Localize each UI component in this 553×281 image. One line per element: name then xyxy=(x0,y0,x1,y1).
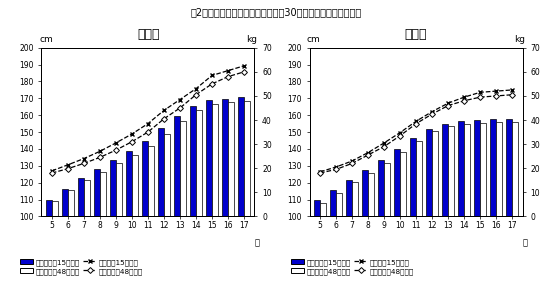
Bar xyxy=(378,160,384,281)
Bar xyxy=(132,155,138,281)
Bar xyxy=(180,121,186,281)
Bar xyxy=(330,190,336,281)
Bar xyxy=(110,160,116,281)
Bar xyxy=(158,128,164,281)
Bar xyxy=(480,123,486,281)
Text: 歳: 歳 xyxy=(254,238,259,247)
Bar xyxy=(410,138,416,281)
Bar xyxy=(46,200,52,281)
Bar xyxy=(78,178,84,281)
Bar xyxy=(442,124,448,281)
Bar xyxy=(206,100,212,281)
Bar xyxy=(126,151,132,281)
Bar xyxy=(496,122,502,281)
Legend: 身長（平成15年度）, 身長（昭和48年度）, 体重（年15年度）, 体重（昭和48年度）: 身長（平成15年度）, 身長（昭和48年度）, 体重（年15年度）, 体重（昭和… xyxy=(20,259,143,275)
Bar xyxy=(142,140,148,281)
Bar xyxy=(426,129,432,281)
Bar xyxy=(400,152,406,281)
Bar xyxy=(116,163,122,281)
Bar xyxy=(212,104,218,281)
Bar xyxy=(464,124,470,281)
Bar xyxy=(336,193,342,281)
Bar xyxy=(68,190,74,281)
Bar xyxy=(228,102,234,281)
Bar xyxy=(352,182,358,281)
Bar xyxy=(148,146,154,281)
Text: 男　子: 男 子 xyxy=(137,28,159,41)
Text: cm: cm xyxy=(40,35,54,44)
Bar xyxy=(448,126,454,281)
Legend: 身長（平成15年度）, 身長（昭和48年度）, 体重（年15年度）, 体重（昭和48年度）: 身長（平成15年度）, 身長（昭和48年度）, 体重（年15年度）, 体重（昭和… xyxy=(291,259,414,275)
Bar xyxy=(196,110,202,281)
Bar xyxy=(238,97,244,281)
Text: cm: cm xyxy=(307,35,321,44)
Bar xyxy=(394,149,400,281)
Bar xyxy=(362,170,368,281)
Bar xyxy=(346,180,352,281)
Bar xyxy=(164,134,170,281)
Bar xyxy=(190,106,196,281)
Bar xyxy=(368,173,374,281)
Bar xyxy=(416,140,422,281)
Bar xyxy=(384,163,390,281)
Bar xyxy=(474,120,480,281)
Text: 図2　身長・体重の年齢別平均値の30年前（親世代）との比較: 図2 身長・体重の年齢別平均値の30年前（親世代）との比較 xyxy=(191,7,362,17)
Text: 歳: 歳 xyxy=(523,238,528,247)
Text: kg: kg xyxy=(246,35,257,44)
Bar xyxy=(320,203,326,281)
Bar xyxy=(512,122,518,281)
Bar xyxy=(52,201,58,281)
Text: 女　子: 女 子 xyxy=(405,28,427,41)
Bar xyxy=(100,172,106,281)
Bar xyxy=(84,180,90,281)
Bar xyxy=(174,115,180,281)
Bar xyxy=(244,101,250,281)
Text: kg: kg xyxy=(514,35,525,44)
Bar xyxy=(506,119,512,281)
Bar xyxy=(222,99,228,281)
Bar xyxy=(62,189,68,281)
Bar xyxy=(490,119,496,281)
Bar xyxy=(314,200,320,281)
Bar xyxy=(94,169,100,281)
Bar xyxy=(432,131,438,281)
Bar xyxy=(458,121,464,281)
